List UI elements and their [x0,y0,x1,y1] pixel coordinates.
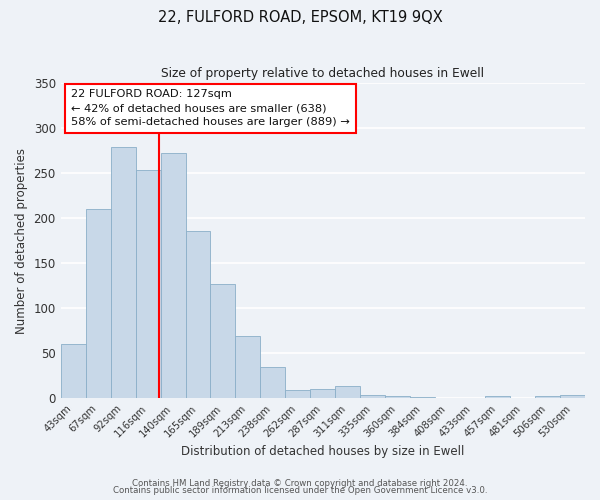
Text: Contains public sector information licensed under the Open Government Licence v3: Contains public sector information licen… [113,486,487,495]
Y-axis label: Number of detached properties: Number of detached properties [15,148,28,334]
Text: 22, FULFORD ROAD, EPSOM, KT19 9QX: 22, FULFORD ROAD, EPSOM, KT19 9QX [158,10,442,25]
Bar [286,390,310,398]
Bar [235,336,260,398]
Bar [260,367,286,398]
Bar [535,396,560,398]
Bar [385,396,410,398]
Title: Size of property relative to detached houses in Ewell: Size of property relative to detached ho… [161,68,484,80]
Bar [161,154,185,398]
Bar [136,170,161,398]
Bar [185,231,211,398]
Bar [86,209,110,398]
Bar [310,388,335,398]
Bar [61,344,86,399]
Bar [360,395,385,398]
Text: Contains HM Land Registry data © Crown copyright and database right 2024.: Contains HM Land Registry data © Crown c… [132,478,468,488]
Bar [410,396,435,398]
Bar [560,395,585,398]
X-axis label: Distribution of detached houses by size in Ewell: Distribution of detached houses by size … [181,444,464,458]
Bar [110,147,136,399]
Text: 22 FULFORD ROAD: 127sqm
← 42% of detached houses are smaller (638)
58% of semi-d: 22 FULFORD ROAD: 127sqm ← 42% of detache… [71,90,350,128]
Bar [485,396,510,398]
Bar [211,284,235,399]
Bar [335,386,360,398]
